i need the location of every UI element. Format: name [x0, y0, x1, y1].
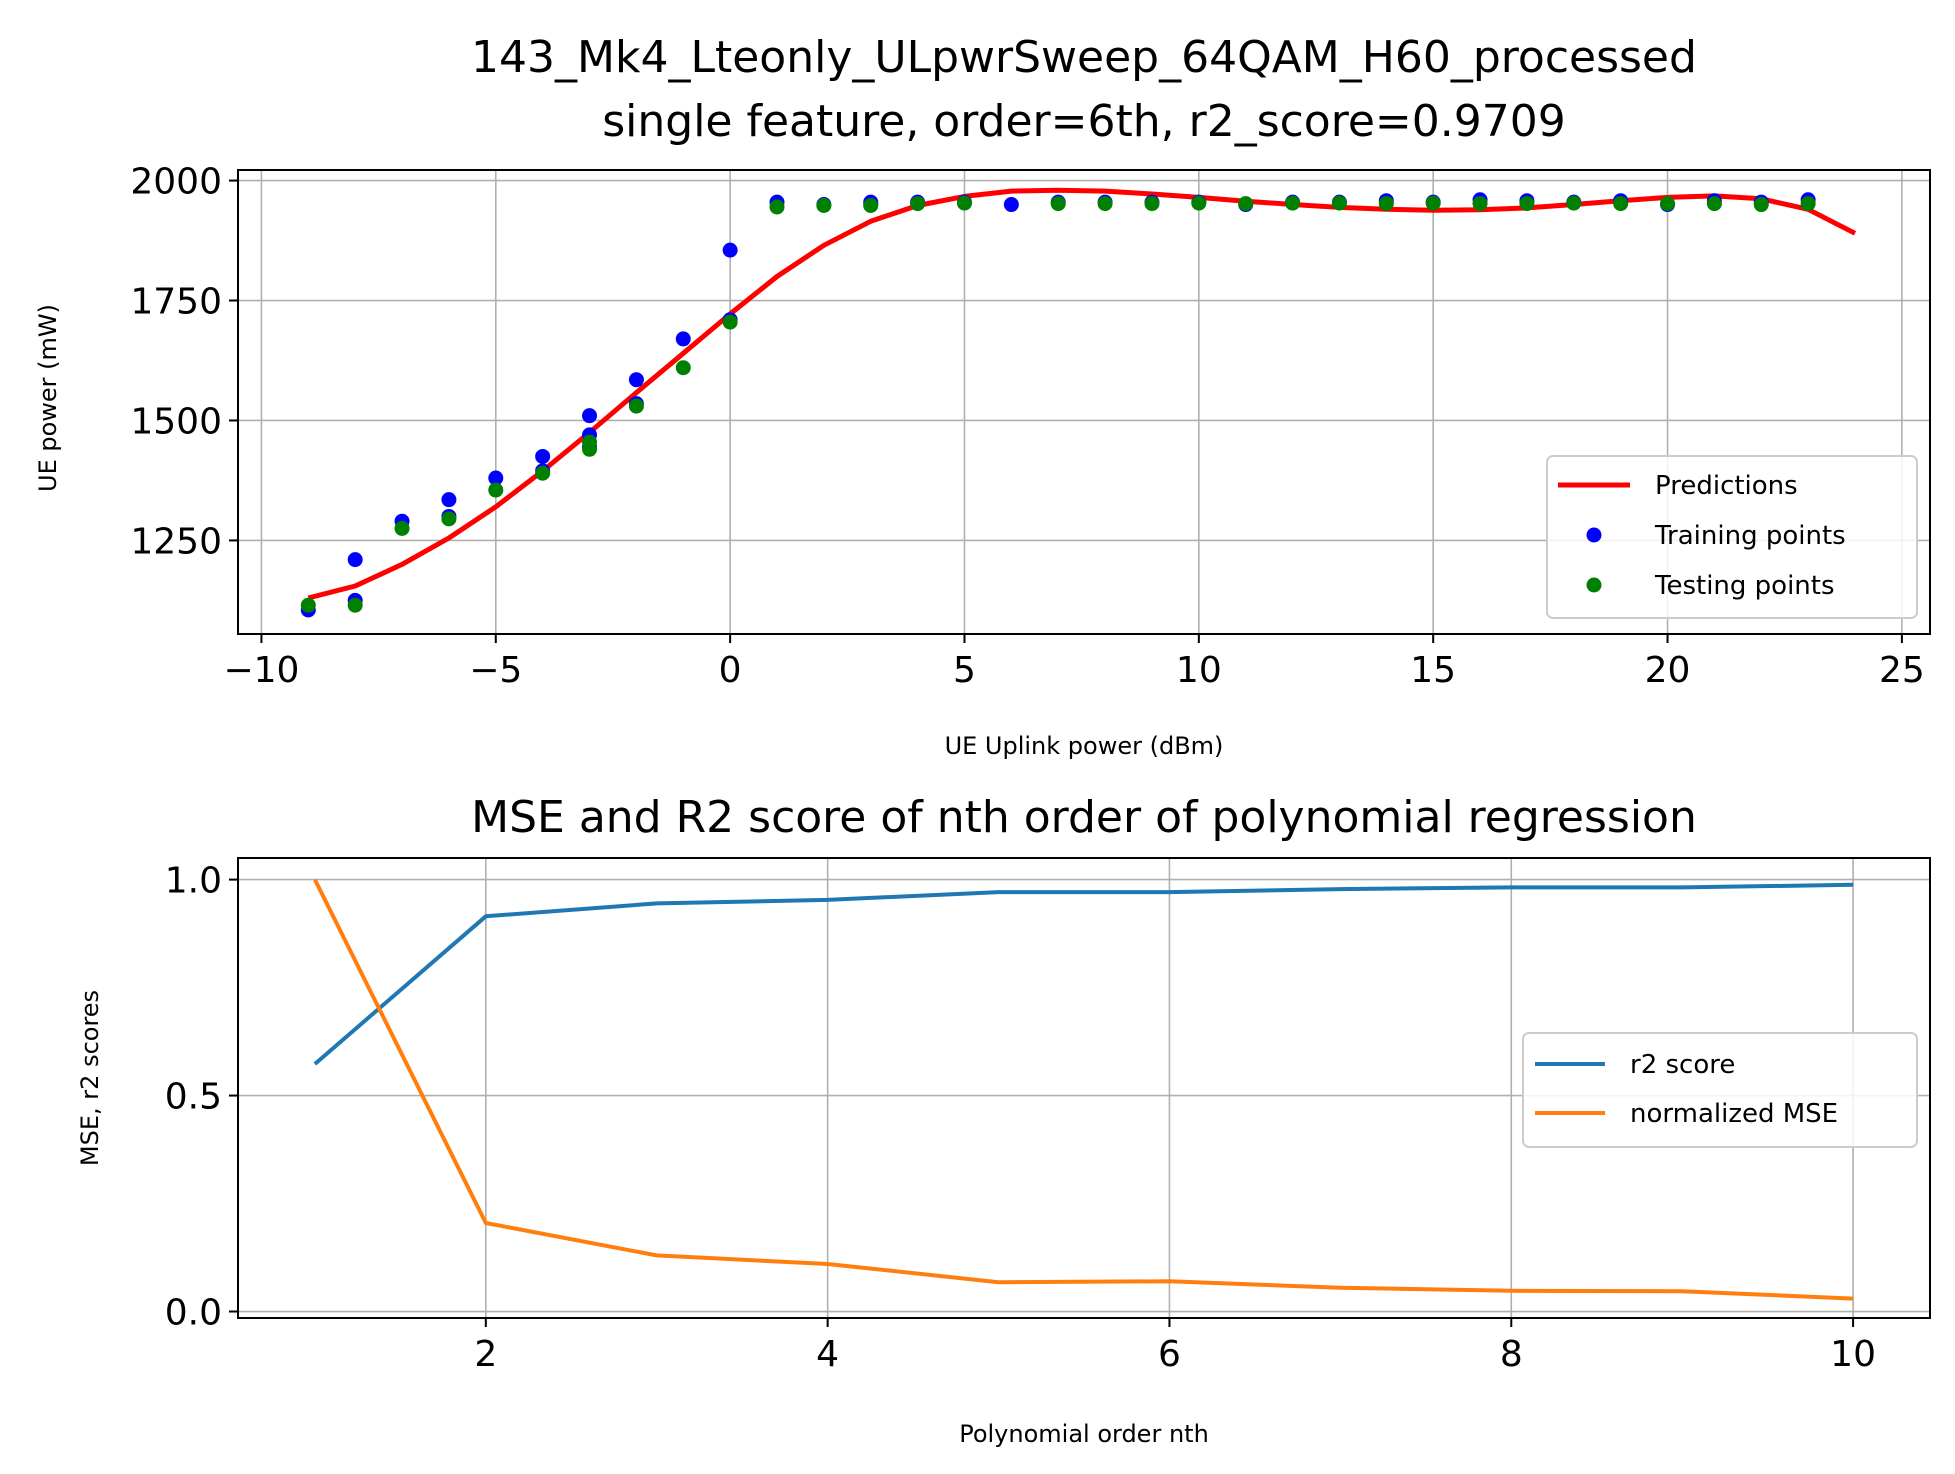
chart-2-x-tick-label: 10 [1830, 1334, 1876, 1375]
testing-point [582, 441, 598, 457]
testing-point [956, 195, 972, 211]
chart-2-title: MSE and R2 score of nth order of polynom… [471, 792, 1697, 843]
chart-1-y-axis-label: UE power (mW) [34, 304, 62, 492]
testing-point [910, 196, 926, 212]
chart-2-y-axis-label: MSE, r2 scores [76, 990, 104, 1166]
testing-point [1238, 196, 1254, 212]
chart-2-plot-area: 2 4 6 8 10 0.0 0.5 1.0 r2 score normalized MSE [165, 857, 1931, 1375]
testing-point [816, 198, 832, 214]
legend-label: r2 score [1630, 1050, 1735, 1080]
legend-label: Predictions [1655, 471, 1798, 501]
chart-1-frame [237, 169, 1931, 635]
testing-point [1706, 196, 1722, 212]
testing-point [722, 314, 738, 330]
chart-1-y-tick-label: 1250 [130, 521, 222, 562]
chart-1-plot-area: −10 −5 0 5 10 15 20 25 1250 1500 1750 2000 Predictio… [130, 162, 1931, 691]
chart-2-legend: r2 score normalized MSE [1522, 1032, 1918, 1148]
chart-1-y-tick-label: 2000 [130, 162, 222, 203]
testing-point [441, 511, 457, 527]
testing-point [488, 482, 504, 498]
predictions-line [307, 187, 1857, 601]
testing-point [1285, 195, 1301, 211]
chart-1-title: 143_Mk4_Lteonly_ULpwrSweep_64QAM_H60_pro… [471, 32, 1697, 83]
chart-2-y-tick-label: 1.0 [165, 861, 222, 902]
testing-point [675, 360, 691, 376]
training-point [675, 331, 691, 347]
chart-1-subtitle: single feature, order=6th, r2_score=0.97… [602, 96, 1566, 147]
testing-point [1144, 196, 1160, 212]
training-point [628, 372, 644, 388]
chart-1-y-tick-label: 1750 [130, 282, 222, 323]
testing-point [347, 597, 363, 613]
chart-2-y-tick-label: 0.5 [165, 1077, 222, 1118]
testing-point [628, 398, 644, 414]
testing-point [1097, 196, 1113, 212]
chart-1-x-tick-label: 25 [1879, 650, 1925, 691]
chart-2-x-axis-label: Polynomial order nth [959, 1420, 1209, 1448]
chart-1-y-tick-label: 1500 [130, 401, 222, 442]
chart-1-x-tick-label: −10 [223, 650, 299, 691]
testing-point [300, 597, 316, 613]
testing-point [394, 520, 410, 536]
chart-1-x-tick-label: −5 [469, 650, 522, 691]
legend-training-swatch [1586, 527, 1602, 543]
legend-box [1546, 455, 1918, 619]
testing-point [1472, 196, 1488, 212]
chart-2-x-tick-label: 2 [474, 1334, 497, 1375]
chart-1-x-tick-label: 5 [953, 650, 976, 691]
testing-point [1566, 195, 1582, 211]
legend-label: Testing points [1654, 571, 1835, 601]
chart-1-x-tick-label: 10 [1176, 650, 1222, 691]
testing-point [1425, 195, 1441, 211]
training-point [1003, 197, 1019, 213]
testing-point [1753, 197, 1769, 213]
chart-1-x-tick-label: 20 [1645, 650, 1691, 691]
training-point [488, 470, 504, 486]
training-point [722, 242, 738, 258]
training-point [582, 408, 598, 424]
legend-label: Training points [1654, 521, 1846, 551]
chart-2-x-tick-label: 8 [1500, 1334, 1523, 1375]
testing-point [1613, 196, 1629, 212]
legend-label: normalized MSE [1630, 1099, 1838, 1129]
chart-1-legend: Predictions Training points Testing points [1546, 455, 1918, 619]
normalized-mse-line [313, 878, 1854, 1301]
testing-point [1800, 196, 1816, 212]
legend-box [1522, 1032, 1918, 1148]
testing-point [769, 199, 785, 215]
chart-2-x-tick-label: 4 [816, 1334, 839, 1375]
chart-1-x-axis-label: UE Uplink power (dBm) [945, 732, 1224, 760]
testing-point [1660, 196, 1676, 212]
testing-point [1519, 196, 1535, 212]
legend-testing-swatch [1586, 577, 1602, 593]
testing-point [535, 465, 551, 481]
testing-point [863, 198, 879, 214]
training-point [535, 448, 551, 464]
chart-1-x-tick-label: 0 [719, 650, 742, 691]
testing-point [1331, 195, 1347, 211]
chart-1-x-tick-label: 15 [1410, 650, 1456, 691]
training-point [441, 492, 457, 508]
testing-point [1378, 196, 1394, 212]
training-point [347, 552, 363, 568]
chart-2-x-tick-label: 6 [1158, 1334, 1181, 1375]
testing-point [1191, 195, 1207, 211]
chart-2-frame [237, 857, 1931, 1319]
chart-2-y-tick-label: 0.0 [165, 1293, 222, 1334]
r2-score-line [313, 882, 1854, 1066]
testing-point [1050, 196, 1066, 212]
